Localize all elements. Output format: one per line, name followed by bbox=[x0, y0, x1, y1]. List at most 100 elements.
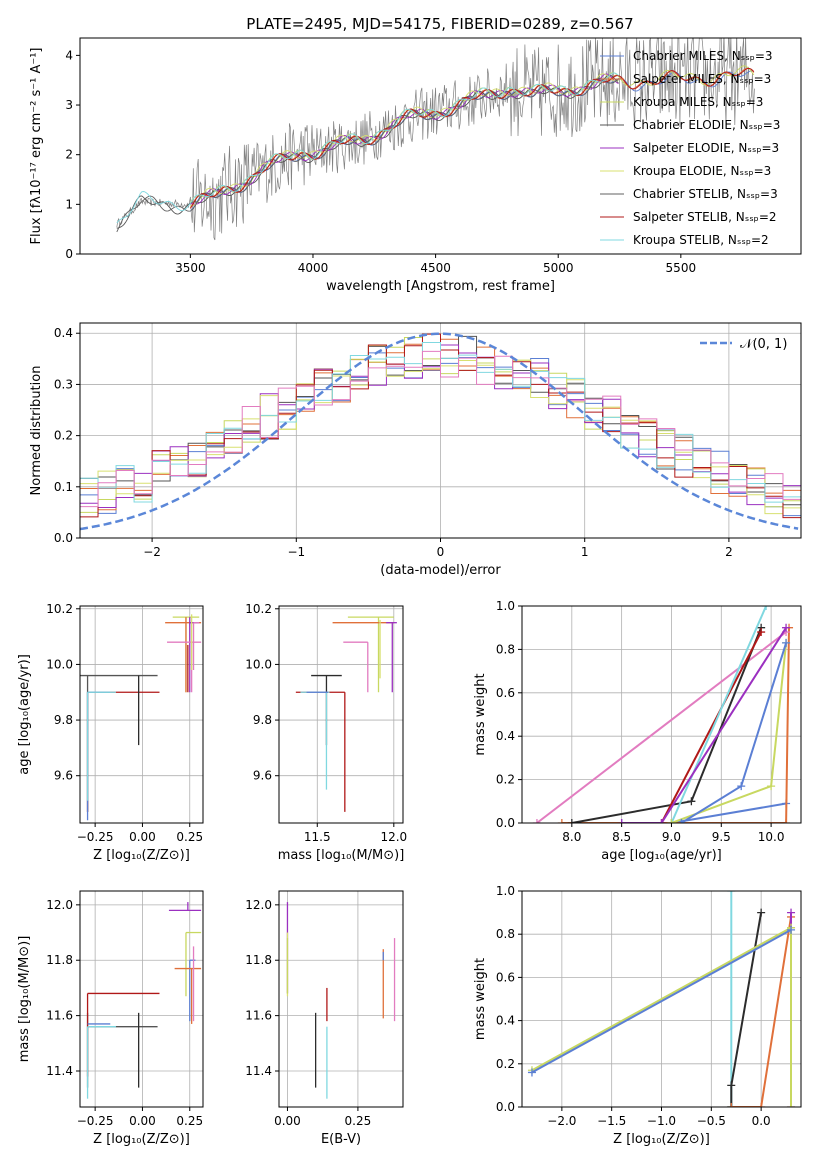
y-tick-label: 10.2 bbox=[46, 602, 73, 616]
weight-marker bbox=[557, 819, 566, 823]
y-tick-label: 3 bbox=[65, 98, 73, 112]
y-axis-label: mass [log₁₀(M/M⊙)] bbox=[17, 936, 32, 1063]
spectrum-model-line bbox=[190, 73, 619, 207]
legend-label: Kroupa MILES, Nₛₛₚ=3 bbox=[633, 95, 763, 109]
y-tick-label: 1.0 bbox=[496, 599, 515, 613]
residuals-legend: 𝒩(0, 1) bbox=[700, 337, 787, 352]
legend-label: Chabrier MILES, Nₛₛₚ=3 bbox=[633, 49, 773, 63]
weight-marker bbox=[757, 1103, 766, 1107]
residuals-panel: 𝒩(0, 1) −2 −1 0 1 2 0.0 0.1 0.2 0.3 0.4 (data-model… bbox=[29, 322, 802, 578]
x-tick-label: −0.25 bbox=[77, 1114, 114, 1128]
weight-line bbox=[561, 627, 790, 823]
x-tick-label: 0.00 bbox=[129, 1114, 156, 1128]
mass-z-frame bbox=[79, 890, 204, 1108]
weight-marker bbox=[782, 638, 791, 647]
mass-ebv-frame bbox=[278, 890, 404, 1108]
x-tick-label: 5000 bbox=[543, 261, 574, 275]
y-tick-label: 11.4 bbox=[46, 1064, 73, 1078]
weight-z-panel: −2.0 −1.5 −1.0 −0.5 0.0 0.0 0.2 0.4 0.6 0.8 1.0 Z [… bbox=[473, 884, 802, 1147]
y-tick-label: 1 bbox=[65, 197, 73, 211]
x-tick-label: 0 bbox=[437, 545, 445, 559]
weight-marker bbox=[782, 623, 791, 632]
x-tick-label: 4000 bbox=[298, 261, 329, 275]
weight-marker bbox=[762, 606, 771, 610]
x-tick-label: 4500 bbox=[420, 261, 451, 275]
y-tick-label: 0.6 bbox=[496, 686, 515, 700]
age-mass-frame bbox=[278, 605, 404, 824]
y-tick-label: 11.6 bbox=[245, 1009, 272, 1023]
weight-line bbox=[730, 912, 763, 1107]
legend-label: Kroupa STELIB, Nₛₛₚ=2 bbox=[633, 233, 769, 247]
spectrum-legend: Chabrier MILES, Nₛₛₚ=3 Salpeter MILES, Nₛ… bbox=[600, 49, 780, 247]
mass-z-panel: −0.25 0.00 0.25 11.4 11.6 11.8 12.0 Z [log₁₀(Z/… bbox=[17, 890, 204, 1147]
mass-z-plot-area bbox=[80, 891, 203, 1107]
spectrum-plot-area bbox=[116, 38, 755, 241]
x-tick-label: 8.5 bbox=[612, 830, 631, 844]
weight-marker bbox=[737, 782, 746, 791]
y-tick-label: 1.0 bbox=[496, 884, 515, 898]
y-tick-label: 0.4 bbox=[496, 729, 515, 743]
y-tick-label: 10.0 bbox=[245, 657, 272, 671]
x-axis-label: mass [log₁₀(M/M⊙)] bbox=[278, 848, 405, 863]
residual-histogram bbox=[80, 350, 801, 538]
weight-marker bbox=[767, 782, 776, 791]
y-tick-label: 0 bbox=[65, 247, 73, 261]
weight-marker bbox=[787, 1103, 796, 1107]
weight-age-frame bbox=[521, 605, 802, 824]
x-tick-label: −1.0 bbox=[647, 1114, 676, 1128]
age-z-panel: −0.25 0.00 0.25 9.6 9.8 10.0 10.2 Z [log₁₀(Z/Z⊙… bbox=[17, 602, 204, 863]
weight-line bbox=[680, 642, 788, 823]
x-axis-label: Z [log₁₀(Z/Z⊙)] bbox=[93, 1132, 190, 1147]
x-tick-label: −0.25 bbox=[77, 830, 114, 844]
legend-label: Salpeter STELIB, Nₛₛₚ=2 bbox=[633, 210, 777, 224]
weight-marker bbox=[782, 819, 791, 823]
x-tick-label: 9.0 bbox=[662, 830, 681, 844]
weight-marker bbox=[657, 819, 666, 823]
y-axis-label: age [log₁₀(age/yr)] bbox=[17, 654, 32, 775]
spectrum-model-line bbox=[190, 68, 755, 209]
weight-marker bbox=[757, 908, 766, 917]
age-z-frame bbox=[79, 605, 204, 824]
y-tick-label: 10.0 bbox=[46, 657, 73, 671]
x-tick-label: 2 bbox=[725, 545, 733, 559]
x-tick-label: 0.00 bbox=[274, 1114, 301, 1128]
x-axis-label: (data-model)/error bbox=[380, 563, 501, 578]
y-tick-label: 9.6 bbox=[253, 769, 272, 783]
weight-marker bbox=[677, 819, 686, 823]
legend-label: Salpeter ELODIE, Nₛₛₚ=3 bbox=[633, 141, 779, 155]
y-axis-label: mass weight bbox=[473, 958, 488, 1040]
spectrum-frame bbox=[79, 37, 802, 255]
weight-line bbox=[531, 926, 792, 1072]
x-axis-label: Z [log₁₀(Z/Z⊙)] bbox=[93, 848, 190, 863]
y-axis-label: Normed distribution bbox=[29, 366, 44, 496]
weight-line bbox=[660, 631, 762, 823]
weight-z-plot-area bbox=[522, 891, 801, 1107]
weight-marker bbox=[727, 1103, 736, 1107]
weight-marker bbox=[617, 819, 626, 823]
y-tick-label: 9.6 bbox=[54, 769, 73, 783]
weight-line bbox=[671, 642, 788, 823]
x-tick-label: 0.25 bbox=[176, 830, 203, 844]
y-tick-label: 0.4 bbox=[54, 326, 73, 340]
y-tick-label: 11.8 bbox=[245, 953, 272, 967]
x-tick-label: 0.25 bbox=[345, 1114, 372, 1128]
residual-histogram bbox=[80, 333, 801, 538]
spectrum-model-line bbox=[116, 72, 619, 224]
weight-age-plot-area bbox=[522, 606, 801, 823]
y-tick-label: 11.6 bbox=[46, 1009, 73, 1023]
x-tick-label: 1 bbox=[581, 545, 589, 559]
weight-marker bbox=[787, 925, 796, 934]
y-tick-label: 9.8 bbox=[54, 713, 73, 727]
legend-label: Chabrier STELIB, Nₛₛₚ=3 bbox=[633, 187, 778, 201]
x-axis-label: age [log₁₀(age/yr)] bbox=[601, 848, 722, 863]
y-tick-label: 0.0 bbox=[54, 531, 73, 545]
weight-marker bbox=[787, 908, 796, 917]
weight-marker bbox=[757, 628, 766, 637]
x-tick-label: −1.5 bbox=[597, 1114, 626, 1128]
spectrum-model-line bbox=[190, 73, 619, 205]
y-tick-label: 0.3 bbox=[54, 377, 73, 391]
y-tick-label: 4 bbox=[65, 48, 73, 62]
y-tick-label: 0.2 bbox=[54, 429, 73, 443]
x-tick-label: 12.0 bbox=[380, 830, 407, 844]
